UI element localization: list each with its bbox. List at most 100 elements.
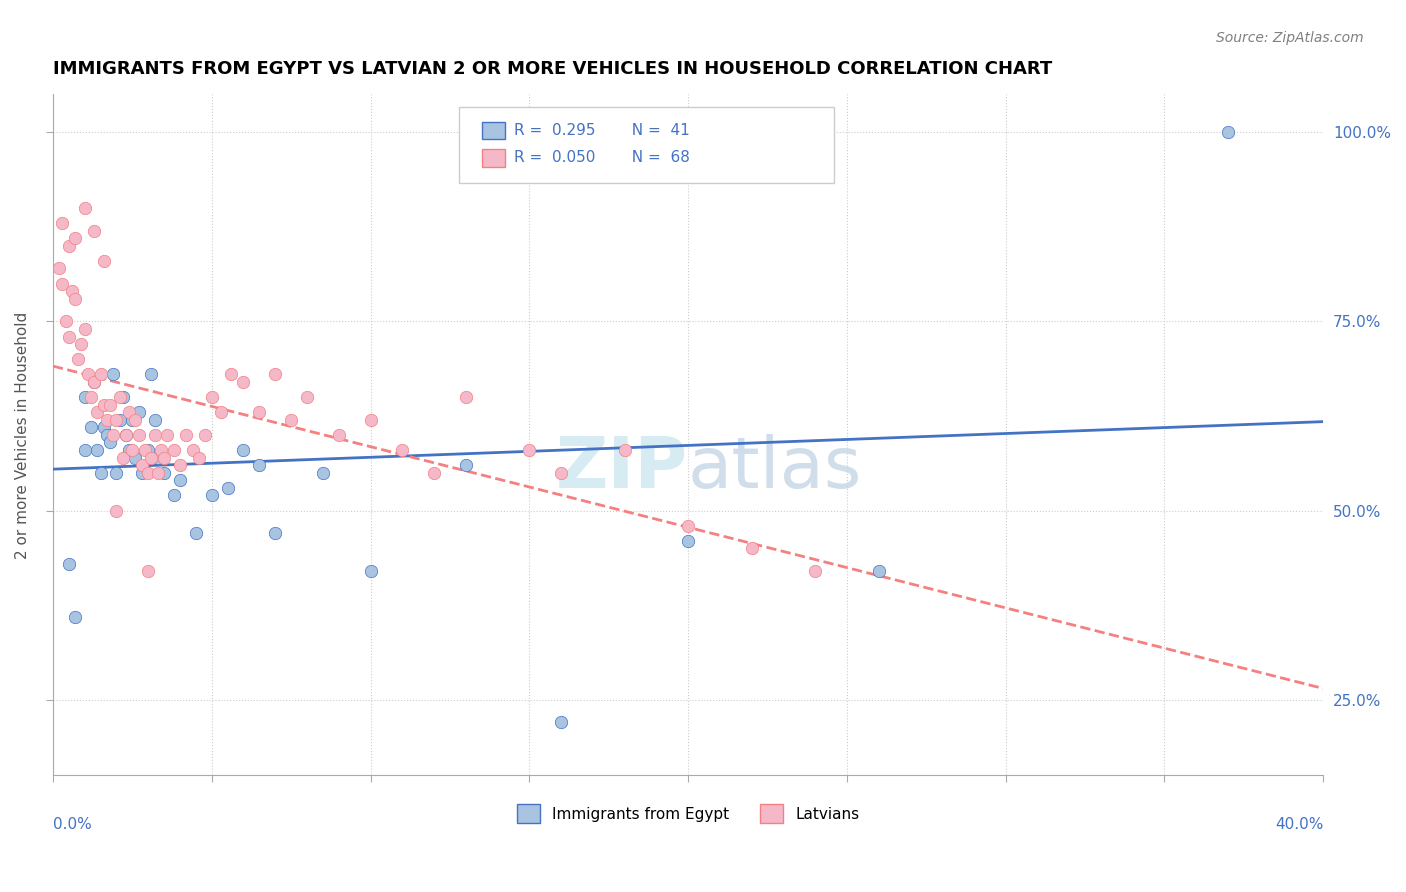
- Point: [162, 488, 184, 502]
- Point: [312, 466, 335, 480]
- Point: [48, 261, 70, 276]
- Y-axis label: 2 or more Vehicles in Household: 2 or more Vehicles in Household: [15, 311, 30, 558]
- Point: [118, 405, 141, 419]
- Point: [80, 390, 103, 404]
- Point: [194, 428, 217, 442]
- Point: [868, 564, 890, 578]
- Point: [146, 450, 169, 465]
- Point: [63, 292, 86, 306]
- Point: [108, 390, 131, 404]
- Point: [153, 450, 176, 465]
- Point: [83, 375, 105, 389]
- Point: [209, 405, 232, 419]
- Point: [141, 368, 163, 382]
- Point: [454, 390, 477, 404]
- Point: [124, 450, 146, 465]
- Point: [550, 466, 572, 480]
- Point: [115, 428, 138, 442]
- Point: [67, 352, 90, 367]
- Point: [131, 458, 153, 473]
- Text: R =  0.295: R = 0.295: [515, 123, 596, 138]
- Point: [423, 466, 446, 480]
- Text: N =  68: N = 68: [621, 150, 690, 165]
- Point: [83, 224, 105, 238]
- Point: [741, 541, 763, 556]
- Point: [676, 533, 699, 548]
- Point: [83, 375, 105, 389]
- Point: [93, 253, 115, 268]
- Point: [105, 413, 128, 427]
- Point: [149, 443, 172, 458]
- Point: [201, 390, 224, 404]
- Point: [128, 428, 150, 442]
- Point: [96, 413, 118, 427]
- Text: Source: ZipAtlas.com: Source: ZipAtlas.com: [1216, 31, 1364, 45]
- Point: [58, 239, 80, 253]
- Point: [264, 368, 287, 382]
- Point: [550, 715, 572, 730]
- Point: [115, 428, 138, 442]
- Point: [676, 518, 699, 533]
- Point: [131, 466, 153, 480]
- Point: [111, 450, 134, 465]
- Point: [98, 398, 121, 412]
- Point: [136, 466, 159, 480]
- Point: [141, 450, 163, 465]
- Point: [169, 458, 191, 473]
- Point: [128, 405, 150, 419]
- Point: [73, 443, 96, 458]
- Point: [169, 473, 191, 487]
- Text: ZIP: ZIP: [555, 434, 688, 503]
- Point: [86, 405, 108, 419]
- Point: [232, 375, 254, 389]
- Point: [51, 216, 73, 230]
- Point: [280, 413, 302, 427]
- Point: [55, 314, 77, 328]
- Text: atlas: atlas: [688, 434, 862, 503]
- Point: [613, 443, 636, 458]
- Point: [103, 428, 125, 442]
- Point: [90, 466, 112, 480]
- Point: [391, 443, 413, 458]
- Point: [93, 420, 115, 434]
- Point: [111, 390, 134, 404]
- Point: [108, 413, 131, 427]
- FancyBboxPatch shape: [460, 107, 834, 183]
- Point: [156, 428, 179, 442]
- Point: [162, 443, 184, 458]
- Point: [217, 481, 239, 495]
- Point: [51, 277, 73, 291]
- Point: [328, 428, 350, 442]
- Point: [76, 368, 98, 382]
- Point: [804, 564, 827, 578]
- Point: [232, 443, 254, 458]
- Point: [121, 443, 143, 458]
- Point: [90, 368, 112, 382]
- Point: [1216, 125, 1239, 139]
- Point: [105, 466, 128, 480]
- Point: [136, 564, 159, 578]
- Point: [201, 488, 224, 502]
- FancyBboxPatch shape: [482, 121, 505, 139]
- Point: [58, 329, 80, 343]
- Point: [86, 443, 108, 458]
- Point: [121, 413, 143, 427]
- Point: [73, 322, 96, 336]
- Point: [103, 368, 125, 382]
- Text: IMMIGRANTS FROM EGYPT VS LATVIAN 2 OR MORE VEHICLES IN HOUSEHOLD CORRELATION CHA: IMMIGRANTS FROM EGYPT VS LATVIAN 2 OR MO…: [53, 60, 1052, 78]
- Point: [98, 435, 121, 450]
- Point: [93, 398, 115, 412]
- Point: [146, 466, 169, 480]
- Point: [219, 368, 242, 382]
- Point: [60, 284, 83, 298]
- Point: [454, 458, 477, 473]
- Point: [134, 443, 156, 458]
- Point: [176, 428, 198, 442]
- Point: [184, 526, 207, 541]
- Legend: Immigrants from Egypt, Latvians: Immigrants from Egypt, Latvians: [510, 798, 865, 829]
- Point: [143, 413, 166, 427]
- Point: [80, 420, 103, 434]
- Point: [247, 458, 270, 473]
- Text: 40.0%: 40.0%: [1275, 817, 1323, 832]
- Point: [63, 231, 86, 245]
